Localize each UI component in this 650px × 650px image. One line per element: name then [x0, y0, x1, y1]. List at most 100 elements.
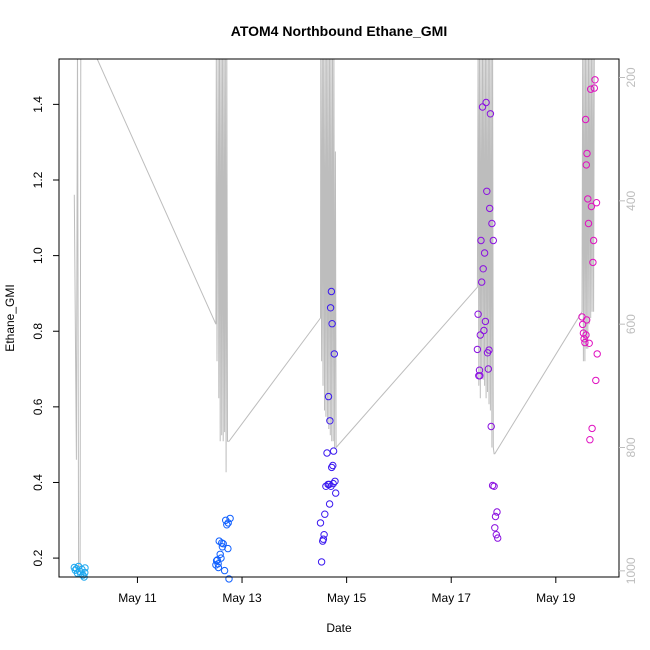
y-tick-label: 0.8	[31, 323, 45, 340]
data-point	[578, 313, 586, 321]
data-point	[589, 258, 597, 267]
data-point	[582, 331, 590, 339]
x-tick-label: May 17	[432, 591, 472, 605]
y2-tick-label: 1000	[624, 557, 638, 584]
data-point	[326, 304, 335, 312]
data-point	[480, 249, 489, 257]
data-point	[473, 345, 482, 354]
data-point	[586, 436, 594, 444]
data-point	[482, 98, 490, 107]
data-point	[330, 350, 338, 358]
data-point	[329, 447, 338, 455]
data-point	[217, 554, 225, 562]
series-group	[212, 514, 234, 583]
chart-title: ATOM4 Northbound Ethane_GMI	[231, 23, 447, 39]
data-point	[478, 103, 487, 111]
data-point	[326, 417, 334, 425]
data-point	[219, 540, 227, 548]
x-tick-label: May 13	[222, 591, 262, 605]
data-point	[481, 317, 490, 326]
data-point	[331, 477, 339, 485]
data-point	[213, 556, 222, 564]
data-point	[485, 346, 493, 354]
data-point	[320, 531, 328, 539]
y2-tick-label: 400	[624, 191, 638, 211]
data-point	[319, 535, 328, 543]
data-point	[583, 316, 591, 324]
data-point	[487, 422, 495, 431]
data-point	[584, 195, 592, 203]
data-point	[222, 516, 230, 524]
data-point	[483, 187, 491, 196]
data-point	[580, 335, 588, 343]
data-point	[490, 482, 498, 490]
plot-frame	[58, 58, 620, 578]
data-point	[475, 366, 484, 374]
data-point	[491, 512, 500, 521]
data-point	[484, 365, 492, 373]
data-point	[593, 350, 601, 358]
data-point	[327, 287, 336, 296]
points-layer	[70, 76, 601, 583]
data-point	[477, 236, 485, 245]
data-point	[486, 204, 494, 213]
data-point	[592, 199, 601, 207]
data-point	[584, 219, 593, 228]
data-point	[223, 521, 231, 529]
data-point	[581, 115, 590, 124]
data-point	[589, 236, 598, 245]
altitude-profile-line	[73, 59, 595, 572]
data-point	[224, 544, 232, 553]
x-axis-label: Date	[326, 621, 352, 635]
data-point	[325, 500, 334, 508]
data-point	[328, 463, 336, 472]
y-tick-label: 1.2	[31, 171, 45, 188]
y2-tick-label: 200	[624, 67, 638, 87]
data-point	[220, 566, 229, 575]
data-point	[332, 489, 340, 497]
altitude-profile-layer	[73, 59, 595, 572]
data-point	[486, 110, 495, 118]
data-point	[492, 531, 500, 539]
axes-layer: May 11 May 13 May 15 May 17 May 19 0.2 0.4 0.6 0…	[31, 58, 638, 605]
data-point	[323, 449, 331, 457]
data-point	[316, 519, 325, 527]
data-point	[488, 219, 496, 228]
data-point	[474, 310, 482, 318]
data-point	[587, 85, 595, 93]
data-point	[590, 84, 598, 92]
data-point	[328, 320, 336, 328]
data-point	[489, 236, 497, 245]
data-point	[324, 392, 333, 401]
y-tick-label: 0.6	[31, 398, 45, 415]
y-tick-label: 1.4	[31, 96, 45, 113]
data-point	[587, 202, 596, 211]
data-point	[214, 560, 222, 568]
y-tick-label: 0.4	[31, 474, 45, 491]
data-point	[592, 376, 600, 385]
data-point	[494, 534, 502, 542]
y2-tick-label: 800	[624, 437, 638, 457]
y2-tick-label: 600	[624, 314, 638, 334]
data-point	[317, 558, 326, 566]
data-point	[225, 575, 233, 583]
data-point	[214, 563, 223, 572]
data-point	[591, 76, 599, 84]
data-point	[582, 161, 590, 169]
y-tick-label: 1.0	[31, 247, 45, 264]
data-point	[81, 564, 89, 572]
y-tick-label: 0.2	[31, 549, 45, 566]
data-point	[579, 320, 587, 329]
x-tick-label: May 11	[118, 591, 157, 605]
y-axis-label: Ethane_GMI	[3, 284, 17, 351]
data-point	[588, 424, 596, 433]
series-group	[316, 287, 340, 566]
data-point	[476, 372, 484, 380]
data-point	[476, 331, 484, 339]
data-point	[325, 480, 333, 489]
data-point	[224, 519, 232, 527]
data-point	[321, 510, 329, 518]
data-point	[585, 339, 593, 347]
